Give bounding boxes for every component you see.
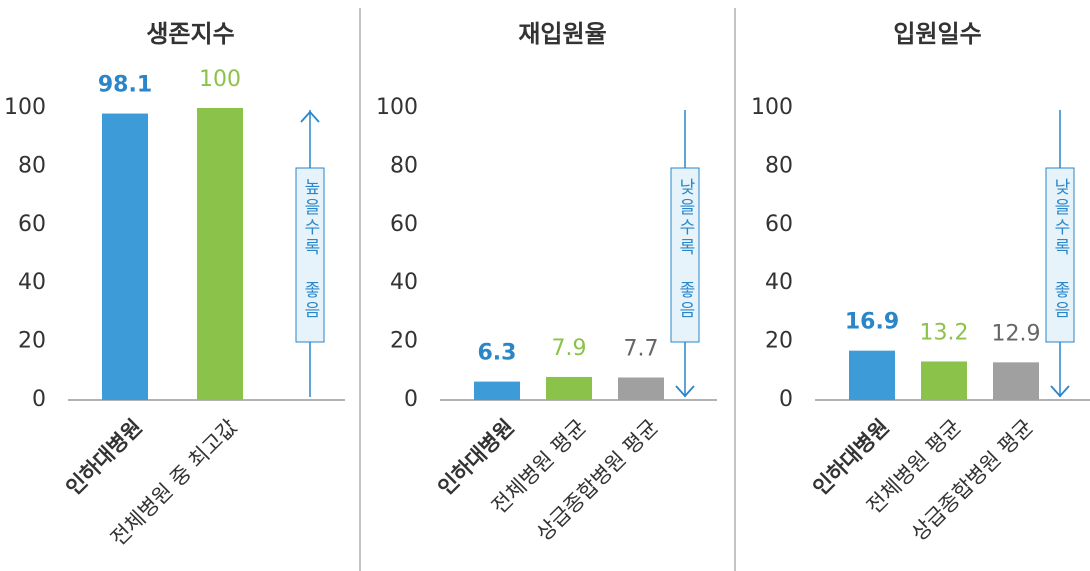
y-tick-label: 0	[779, 387, 793, 412]
bar	[921, 361, 967, 400]
y-tick-label: 80	[765, 153, 793, 178]
y-tick-label: 20	[18, 329, 46, 354]
annotation-box	[670, 167, 700, 343]
chart-title: 재입원율	[518, 20, 606, 48]
bar	[849, 350, 895, 400]
bar	[993, 362, 1039, 400]
x-tick-label: 상급종합병원 평균	[907, 415, 1038, 546]
bar	[474, 381, 520, 400]
arrow-head	[300, 110, 320, 123]
annotation: 낮을수록 좋음	[675, 178, 695, 321]
y-tick-label: 100	[376, 95, 418, 120]
bar	[197, 108, 243, 400]
value-label: 100	[199, 67, 241, 92]
annotation: 낮을수록 좋음	[1050, 178, 1070, 321]
annotation-box	[1045, 167, 1075, 343]
y-tick-label: 60	[765, 212, 793, 237]
y-tick-label: 100	[4, 95, 46, 120]
y-tick-label: 40	[390, 270, 418, 295]
value-label: 7.9	[552, 336, 587, 361]
y-tick-label: 40	[765, 270, 793, 295]
y-tick-label: 80	[18, 153, 46, 178]
bar	[546, 376, 592, 400]
y-tick-label: 20	[765, 329, 793, 354]
y-tick-label: 20	[390, 329, 418, 354]
arrow-head	[1050, 385, 1070, 398]
y-tick-label: 40	[18, 270, 46, 295]
chart-title: 입원일수	[893, 20, 981, 48]
bar	[102, 113, 148, 400]
y-tick-label: 60	[390, 212, 418, 237]
value-label: 12.9	[992, 321, 1041, 346]
bar	[618, 377, 664, 400]
chart-title: 생존지수	[146, 20, 234, 48]
y-tick-label: 80	[390, 153, 418, 178]
x-tick-label: 인하대병원	[61, 415, 146, 500]
value-label: 7.7	[624, 337, 659, 362]
x-tick-label: 상급종합병원 평균	[532, 415, 663, 546]
y-tick-label: 0	[404, 387, 418, 412]
value-label: 6.3	[478, 341, 517, 366]
y-tick-label: 100	[751, 95, 793, 120]
value-label: 98.1	[98, 73, 152, 98]
annotation: 높을수록 좋음	[300, 178, 320, 321]
y-tick-label: 0	[32, 387, 46, 412]
y-tick-label: 60	[18, 212, 46, 237]
arrow-head	[675, 385, 695, 398]
value-label: 16.9	[845, 310, 899, 335]
annotation-box	[295, 167, 325, 343]
value-label: 13.2	[920, 320, 969, 345]
